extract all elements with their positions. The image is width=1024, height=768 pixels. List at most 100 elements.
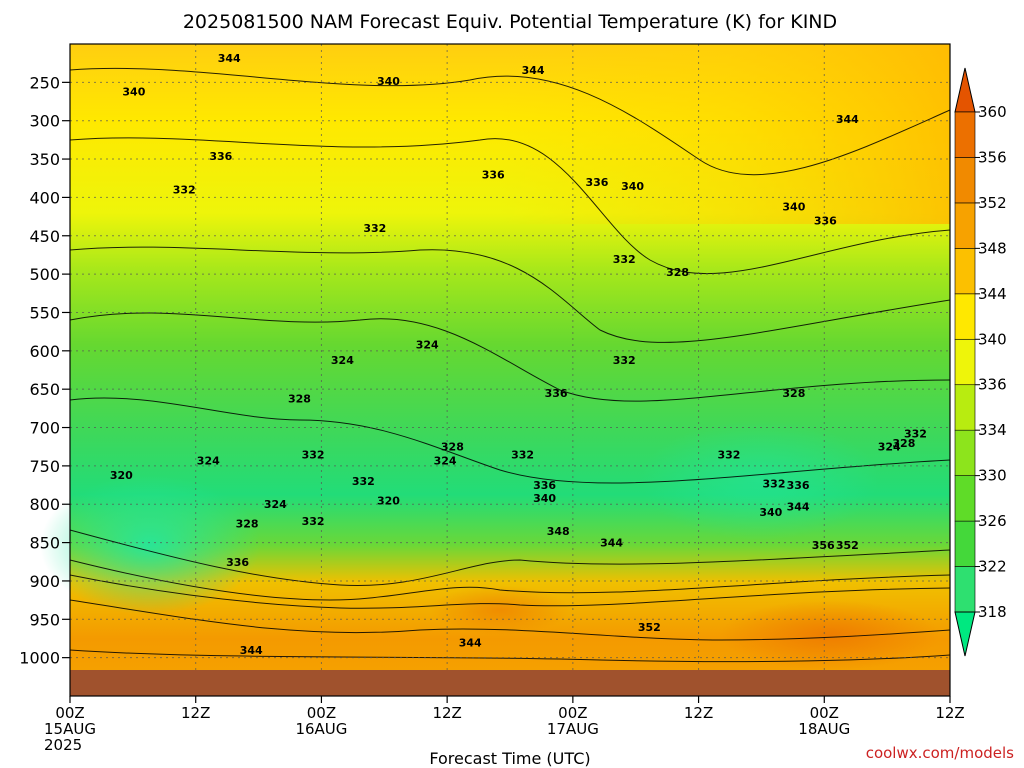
contour-label: 320	[110, 469, 133, 482]
x-tick-label: 00Z	[558, 704, 587, 722]
chart-title: 2025081500 NAM Forecast Equiv. Potential…	[183, 11, 837, 33]
y-tick-label: 600	[29, 342, 60, 361]
colorbar-label: 322	[978, 558, 1007, 576]
contour-label: 336	[226, 556, 249, 569]
colorbar-label: 336	[978, 376, 1007, 394]
contour-label: 336	[209, 150, 232, 163]
contour-lines	[69, 67, 951, 663]
y-tick-label: 750	[29, 457, 60, 476]
y-tick-label: 700	[29, 419, 60, 438]
contour-label: 344	[522, 64, 545, 77]
contour-label: 344	[240, 644, 263, 657]
grid-lines	[70, 44, 950, 696]
colorbar-segment	[954, 293, 976, 340]
x-tick-label: 00Z	[55, 704, 84, 722]
colorbar-label: 318	[978, 603, 1007, 621]
below-ground-band	[70, 670, 950, 696]
y-tick-label: 300	[29, 112, 60, 131]
colorbar-segment	[954, 566, 976, 613]
colorbar-bottom-arrow	[954, 611, 976, 657]
contour-label: 324	[264, 498, 287, 511]
contour-label: 324	[197, 455, 220, 468]
colorbar-top-arrow	[954, 67, 976, 113]
contour-label: 320	[377, 494, 400, 507]
x-tick-label: 15AUG	[44, 720, 96, 738]
contour-label: 332	[363, 222, 386, 235]
contour-label: 340	[533, 492, 556, 505]
contour-label: 324	[416, 339, 439, 352]
x-tick-label: 17AUG	[547, 720, 599, 738]
contour-label: 340	[621, 180, 644, 193]
colorbar-label: 352	[978, 194, 1007, 212]
lower-right-warm-pocket	[720, 600, 940, 670]
contour-label: 332	[302, 515, 325, 528]
contour-label: 340	[377, 75, 400, 88]
y-tick-label: 1000	[19, 649, 60, 668]
colorbar-segment	[954, 429, 976, 476]
plot-area	[40, 43, 951, 697]
contour-label: 324	[434, 455, 457, 468]
x-tick-label: 18AUG	[798, 720, 850, 738]
colorbar-segment	[954, 384, 976, 431]
lower-mid-warm-pocket	[430, 585, 570, 635]
contour-label: 336	[482, 168, 505, 181]
colorbar-label: 330	[978, 467, 1007, 485]
colorbar-label: 326	[978, 512, 1007, 530]
colorbar-label: 360	[978, 103, 1007, 121]
contour-label: 348	[547, 525, 570, 538]
x-tick-label: 12Z	[181, 704, 210, 722]
x-tick-label: 00Z	[307, 704, 336, 722]
y-tick-label: 650	[29, 380, 60, 399]
upper-right-warm-region	[500, 44, 950, 224]
contour-label: 340	[122, 86, 145, 99]
y-tick-label: 950	[29, 610, 60, 629]
x-tick-label: 12Z	[432, 704, 461, 722]
y-tick-label: 850	[29, 534, 60, 553]
colorbar: 318 322 326 330 334 336 340 344 348 352 356 360	[954, 67, 1007, 657]
contour-label: 332	[302, 448, 325, 461]
y-tick-label: 400	[29, 188, 60, 207]
contour-label: 352	[638, 621, 661, 634]
contour-label: 324	[878, 441, 901, 454]
y-tick-label: 900	[29, 572, 60, 591]
contour-label: 336	[585, 176, 608, 189]
x-axis-label: Forecast Time (UTC)	[429, 749, 590, 768]
contour-label: 340	[782, 201, 805, 214]
contour-label: 332	[613, 354, 636, 367]
contour-label: 332	[352, 475, 375, 488]
contour-label: 344	[459, 636, 482, 649]
lower-left-cool-pocket	[40, 475, 260, 615]
y-tick-label: 350	[29, 150, 60, 169]
contour-label: 336	[787, 479, 810, 492]
contour-label: 328	[236, 517, 259, 530]
x-tick-label: 12Z	[684, 704, 713, 722]
x-tick-label: 16AUG	[295, 720, 347, 738]
y-tick-label: 800	[29, 495, 60, 514]
y-tick-label: 450	[29, 227, 60, 246]
contour-label: 332	[717, 448, 740, 461]
plot-frame	[69, 43, 951, 697]
colorbar-label: 356	[978, 148, 1007, 166]
y-tick-label: 550	[29, 303, 60, 322]
contour-label: 336	[545, 387, 568, 400]
contour-label: 332	[173, 184, 196, 197]
contour-label: 328	[441, 441, 464, 454]
contour-label: 332	[763, 478, 786, 491]
x-tick-label: 2025	[44, 736, 82, 754]
contour-label: 332	[613, 253, 636, 266]
colorbar-segment	[954, 157, 976, 204]
contour-label: 332	[511, 448, 534, 461]
contour-label: 344	[600, 537, 623, 550]
contour-label: 344	[218, 52, 241, 65]
colorbar-label: 348	[978, 239, 1007, 257]
colorbar-label: 344	[978, 285, 1007, 303]
right-cool-pocket	[640, 420, 880, 540]
colorbar-segment	[954, 475, 976, 522]
contour-label: 344	[836, 113, 859, 126]
contour-label: 328	[782, 387, 805, 400]
contour-label: 328	[288, 392, 311, 405]
colorbar-segment	[954, 202, 976, 249]
